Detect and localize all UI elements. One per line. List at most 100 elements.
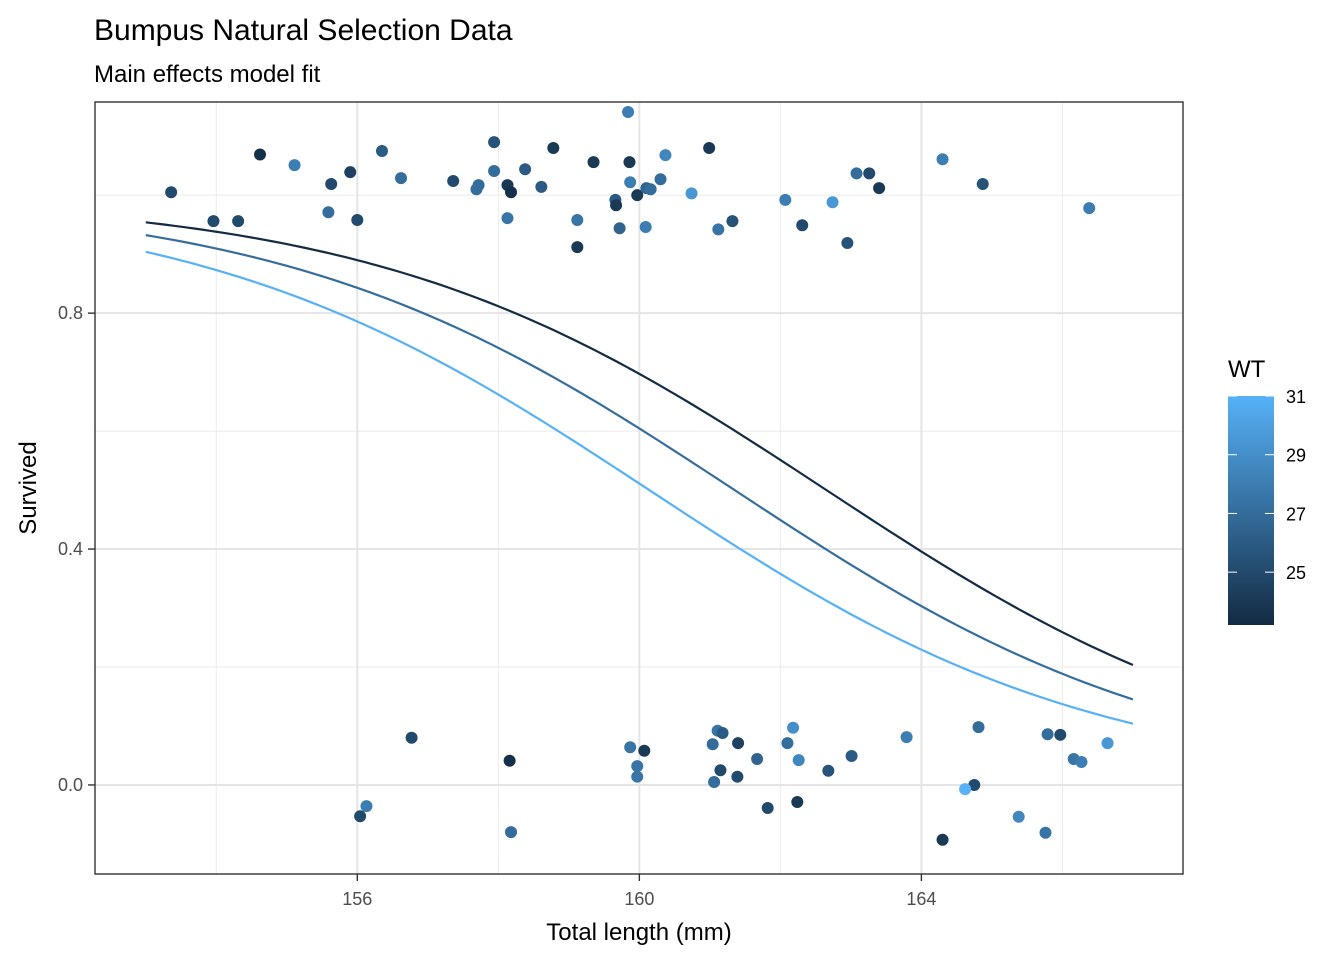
data-point (344, 166, 357, 179)
data-point (232, 215, 245, 228)
data-point (165, 186, 178, 199)
data-point (1083, 202, 1096, 215)
data-point (968, 778, 981, 791)
data-point (322, 206, 335, 219)
fit-curves (145, 221, 1134, 725)
y-tick-label: 0.4 (58, 539, 83, 559)
data-point (708, 775, 721, 788)
data-point (505, 826, 518, 839)
data-point (726, 215, 739, 228)
data-point (505, 186, 518, 199)
legend-label: 25 (1286, 563, 1306, 583)
data-point (360, 800, 373, 813)
x-axis-title: Total length (mm) (546, 919, 731, 946)
data-point (706, 738, 719, 751)
data-point (781, 737, 794, 750)
data-point (850, 167, 863, 180)
data-point (976, 177, 989, 190)
y-tick-label: 0.0 (58, 775, 83, 795)
data-point (631, 189, 644, 202)
fit-curve (145, 250, 1134, 725)
data-point (1101, 737, 1114, 750)
data-point (488, 136, 501, 149)
x-tick-label: 164 (906, 889, 936, 909)
data-point (325, 177, 338, 190)
data-point (712, 223, 725, 236)
data-point (792, 754, 805, 767)
data-point (761, 801, 774, 814)
data-point (631, 760, 644, 773)
data-point (779, 193, 792, 206)
data-point (716, 727, 729, 740)
data-point (501, 212, 514, 225)
data-point (354, 810, 367, 823)
data-point (638, 744, 651, 757)
plot-panel (94, 101, 1184, 875)
data-point (631, 770, 644, 783)
data-point (1075, 755, 1088, 768)
data-point (207, 215, 220, 228)
data-point (639, 221, 652, 234)
data-point (787, 721, 800, 734)
y-axis-title: Survived (15, 441, 42, 534)
data-point (613, 222, 626, 235)
data-point (535, 180, 548, 193)
data-point (703, 142, 716, 155)
data-point (751, 752, 764, 765)
fit-curve (145, 234, 1134, 701)
data-point (791, 796, 804, 809)
data-point (253, 148, 266, 161)
data-point (826, 196, 839, 209)
data-point (1039, 826, 1052, 839)
chart-subtitle: Main effects model fit (94, 61, 321, 88)
data-point (845, 750, 858, 763)
legend-label: 31 (1286, 387, 1306, 407)
data-point (959, 783, 972, 796)
major-gridlines (95, 102, 1183, 874)
legend-ticks: 25 27 29 31 (1228, 387, 1306, 583)
data-point (1012, 810, 1025, 823)
data-point (1054, 728, 1067, 741)
data-point (472, 179, 485, 192)
legend-label: 27 (1286, 504, 1306, 524)
data-point (571, 241, 584, 254)
y-axis: 0.0 0.4 0.8 (58, 303, 95, 795)
data-point (622, 106, 635, 119)
data-point (351, 213, 364, 226)
data-point (685, 187, 698, 200)
data-point (841, 236, 854, 249)
data-point (624, 741, 637, 754)
data-point (288, 159, 301, 172)
y-tick-label: 0.8 (58, 303, 83, 323)
data-point (488, 165, 501, 178)
data-point (610, 199, 623, 212)
color-legend: WT 25 27 29 31 (1228, 356, 1306, 625)
x-axis: 156 160 164 (342, 874, 936, 909)
data-point (936, 833, 949, 846)
data-point (503, 754, 516, 767)
fit-curve (145, 221, 1134, 666)
data-point (731, 770, 744, 783)
legend-title: WT (1228, 356, 1266, 383)
data-point (972, 721, 985, 734)
data-point (587, 156, 600, 169)
data-point (405, 731, 418, 744)
data-point (873, 182, 886, 195)
data-point (900, 731, 913, 744)
data-point (654, 173, 667, 186)
data-point (375, 144, 388, 157)
data-point (624, 176, 637, 189)
data-point (822, 764, 835, 777)
data-point (659, 149, 672, 162)
data-point (796, 219, 809, 232)
data-point (714, 764, 727, 777)
data-point (936, 153, 949, 166)
data-point (863, 167, 876, 180)
data-point (547, 142, 560, 155)
data-point (1041, 728, 1054, 741)
x-tick-label: 160 (624, 889, 654, 909)
x-tick-label: 156 (342, 889, 372, 909)
data-point (623, 156, 636, 169)
data-point (732, 737, 745, 750)
